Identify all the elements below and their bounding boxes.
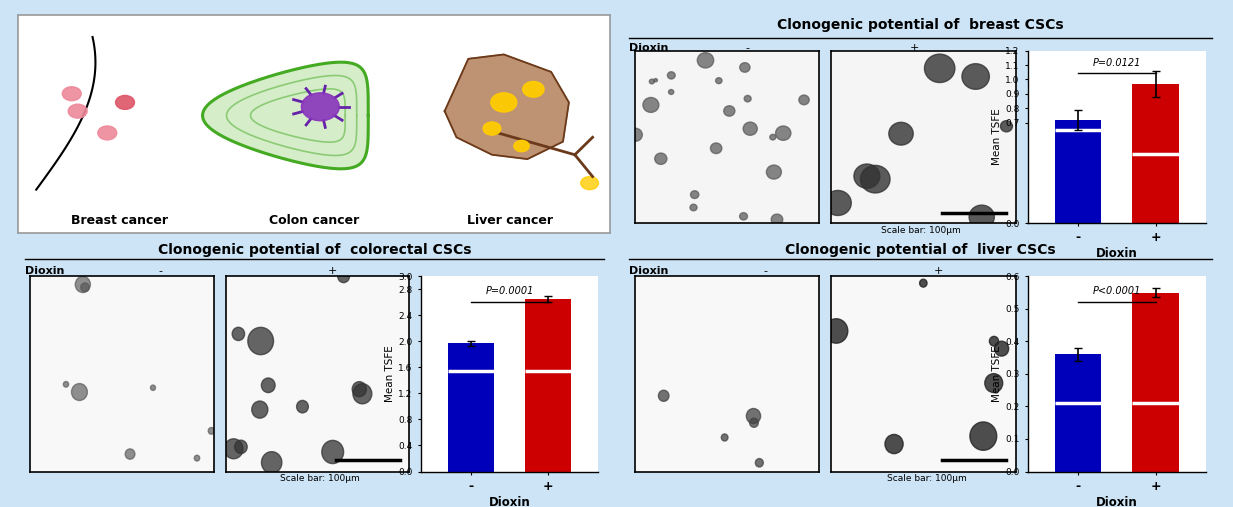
Bar [1132,293,1179,472]
Circle shape [261,452,282,474]
Circle shape [116,95,134,110]
Circle shape [75,276,90,293]
Circle shape [724,106,735,116]
Circle shape [743,122,757,135]
Circle shape [925,54,954,83]
Circle shape [483,122,501,135]
Text: Dioxin: Dioxin [25,266,64,276]
Circle shape [861,165,890,193]
Circle shape [248,328,274,355]
Circle shape [767,165,782,179]
Bar [448,343,494,472]
Circle shape [261,378,275,392]
Text: Clonogenic potential of  colorectal CSCs: Clonogenic potential of colorectal CSCs [158,243,471,258]
Circle shape [301,93,339,121]
Circle shape [995,341,1009,356]
Circle shape [629,128,642,141]
Circle shape [72,384,88,401]
Text: -: - [763,266,768,276]
Text: P=0.0121: P=0.0121 [1092,58,1142,68]
Text: Breast cancer: Breast cancer [70,213,168,227]
Circle shape [63,87,81,101]
Circle shape [232,328,244,341]
Text: -: - [159,266,163,276]
Circle shape [208,427,215,434]
Circle shape [655,153,667,164]
Text: Scale bar: 100μm: Scale bar: 100μm [880,226,961,235]
Circle shape [667,72,676,79]
Circle shape [353,382,366,396]
Y-axis label: Mean TSFE: Mean TSFE [993,346,1002,402]
Polygon shape [202,62,369,169]
Circle shape [771,214,783,225]
Circle shape [338,270,349,282]
Text: P=0.0001: P=0.0001 [486,286,534,296]
Circle shape [985,374,1002,392]
Circle shape [514,140,529,152]
Circle shape [297,401,308,413]
Circle shape [491,93,517,112]
Circle shape [650,79,655,84]
Circle shape [252,401,268,418]
Circle shape [769,134,776,140]
Circle shape [721,434,727,441]
Bar [1054,120,1101,223]
Circle shape [195,455,200,461]
Text: Clonogenic potential of  breast CSCs: Clonogenic potential of breast CSCs [777,18,1064,32]
Circle shape [224,439,243,459]
Circle shape [799,95,809,105]
Text: +: + [328,266,337,276]
Text: +: + [933,266,943,276]
Text: Clonogenic potential of  liver CSCs: Clonogenic potential of liver CSCs [785,243,1055,258]
X-axis label: Dioxin: Dioxin [1096,247,1138,260]
Circle shape [920,279,927,287]
Circle shape [1000,121,1012,132]
Text: +: + [910,43,919,53]
Circle shape [970,422,996,450]
Circle shape [962,64,989,89]
Bar [1054,354,1101,472]
Y-axis label: Mean TSFE: Mean TSFE [993,108,1002,165]
Circle shape [523,82,544,97]
X-axis label: Dioxin: Dioxin [488,496,530,507]
Circle shape [715,78,723,84]
Circle shape [825,191,851,215]
Circle shape [854,164,880,188]
Circle shape [825,319,848,343]
Circle shape [745,95,751,102]
Circle shape [698,53,714,68]
Circle shape [353,384,372,404]
Circle shape [750,418,758,427]
Text: Dioxin: Dioxin [629,43,668,53]
Circle shape [710,143,721,154]
Circle shape [80,283,89,292]
Circle shape [97,126,117,140]
Text: -: - [746,43,750,53]
Y-axis label: Mean TSFE: Mean TSFE [386,346,396,402]
Circle shape [653,79,657,82]
Circle shape [150,385,155,390]
Text: Dioxin: Dioxin [629,266,668,276]
Text: Scale bar: 100μm: Scale bar: 100μm [887,474,967,483]
Circle shape [63,382,69,387]
Circle shape [690,204,697,211]
Bar [1132,84,1179,223]
Text: Scale bar: 100μm: Scale bar: 100μm [280,474,360,483]
Circle shape [889,122,914,145]
Circle shape [989,336,999,346]
Circle shape [969,205,994,229]
Text: Liver cancer: Liver cancer [467,213,552,227]
Circle shape [581,176,598,190]
Circle shape [756,458,763,467]
Polygon shape [445,54,568,159]
Circle shape [642,97,658,113]
Circle shape [740,212,747,220]
Circle shape [658,390,670,402]
Circle shape [68,104,88,118]
X-axis label: Dioxin: Dioxin [1096,496,1138,507]
Circle shape [322,441,344,463]
Text: P<0.0001: P<0.0001 [1092,286,1142,296]
Circle shape [746,409,761,423]
Circle shape [690,191,699,199]
